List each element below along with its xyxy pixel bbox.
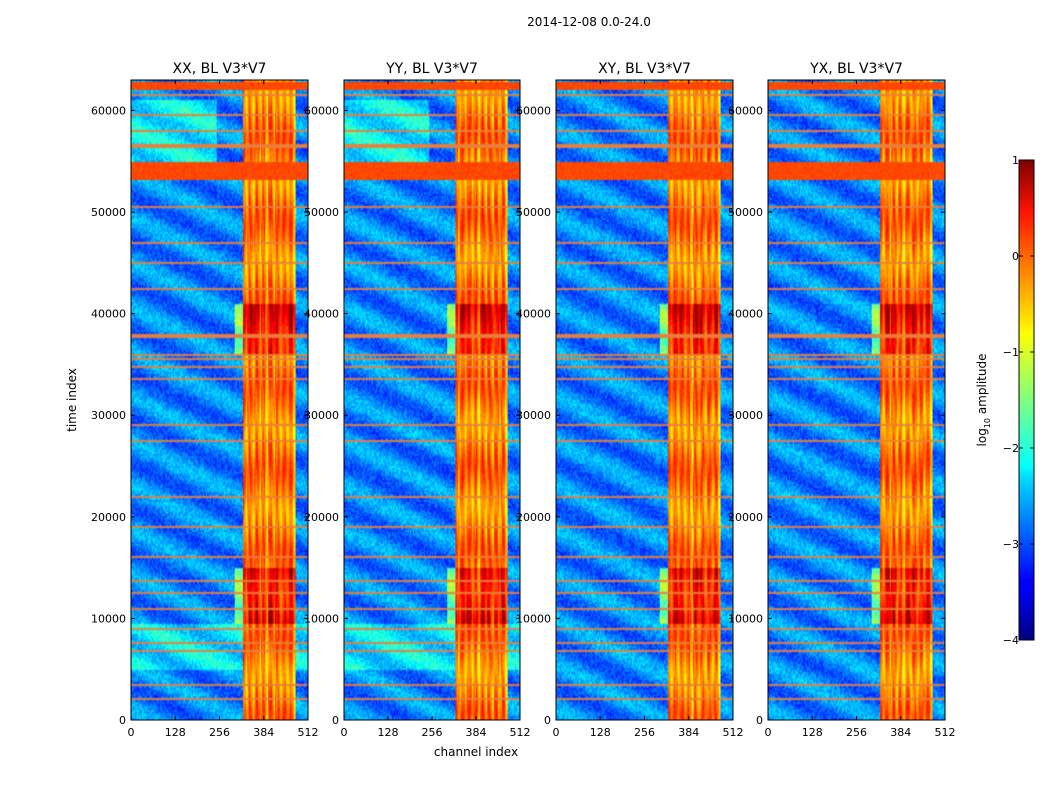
heatmap-yx (768, 80, 945, 720)
x-tick-label-yx: 512 (935, 726, 956, 739)
y-tick-label-yx: 20000 (728, 511, 763, 524)
y-tick-label-xy: 60000 (516, 104, 551, 117)
panel-xx: XX, BL V3*V7 0 128 256 384 512 0 10000 20000 300… (91, 61, 319, 739)
y-tick-label-yy: 60000 (304, 104, 339, 117)
y-tick-label-xx: 60000 (91, 104, 126, 117)
y-tick-label-xy: 50000 (516, 206, 551, 219)
y-tick-label-xx: 40000 (91, 308, 126, 321)
y-tick-label-xy: 20000 (516, 511, 551, 524)
y-tick-label-xx: 0 (119, 714, 126, 727)
y-axis-label: time index (65, 368, 79, 432)
panel-yy: YY, BL V3*V7 0 128 256 384 512 0 10000 20000 300… (304, 61, 531, 739)
colorbar-tick-label: −1 (1003, 346, 1019, 359)
colorbar-gradient (1018, 159, 1035, 641)
x-tick-label-xx: 256 (209, 726, 230, 739)
y-tick-label-xy: 10000 (516, 612, 551, 625)
heatmap-xx (131, 80, 308, 720)
colorbar-tick-label: −3 (1003, 538, 1019, 551)
heatmap-yy (344, 80, 520, 720)
ticks-yx: 0 128 256 384 512 0 10000 20000 30000 40000 50000 6… (728, 80, 956, 739)
x-tick-label-yy: 128 (378, 726, 399, 739)
x-tick-label-xy: 256 (634, 726, 655, 739)
x-tick-label-yx: 256 (846, 726, 867, 739)
y-tick-label-yy: 50000 (304, 206, 339, 219)
x-tick-label-xy: 384 (678, 726, 699, 739)
colorbar-tick-label: 1 (1012, 154, 1019, 167)
y-tick-label-yx: 30000 (728, 409, 763, 422)
figure-suptitle: 2014-12-08 0.0-24.0 (527, 15, 651, 29)
colorbar-tick-label: −4 (1003, 634, 1019, 647)
x-tick-label-xx: 512 (298, 726, 319, 739)
ticks-xy: 0 128 256 384 512 0 10000 20000 30000 40000 50000 6… (516, 80, 744, 739)
y-tick-label-xy: 40000 (516, 308, 551, 321)
y-tick-label-yx: 10000 (728, 612, 763, 625)
panel-title-xy: XY, BL V3*V7 (598, 61, 691, 77)
y-tick-label-xx: 10000 (91, 612, 126, 625)
panel-title-xx: XX, BL V3*V7 (173, 61, 267, 77)
panel-title-yy: YY, BL V3*V7 (385, 61, 478, 77)
y-tick-label-yy: 40000 (304, 308, 339, 321)
colorbar: 1 0 −1 −2 −3 −4 log10 amplitude (975, 154, 1035, 647)
colorbar-label: log10 amplitude (975, 354, 992, 447)
colorbar-tick-label: 0 (1012, 250, 1019, 263)
y-tick-label-xx: 30000 (91, 409, 126, 422)
y-tick-label-xx: 50000 (91, 206, 126, 219)
y-tick-label-yy: 10000 (304, 612, 339, 625)
panel-title-yx: YX, BL V3*V7 (809, 61, 903, 77)
ticks-xx: 0 128 256 384 512 0 10000 20000 30000 40000 50000 6… (91, 80, 319, 739)
x-tick-label-xy: 512 (723, 726, 744, 739)
panel-xy: XY, BL V3*V7 0 128 256 384 512 0 10000 20000 300… (516, 61, 744, 739)
y-tick-label-xy: 30000 (516, 409, 551, 422)
y-tick-label-xx: 20000 (91, 511, 126, 524)
y-tick-label-yy: 30000 (304, 409, 339, 422)
y-tick-label-yx: 40000 (728, 308, 763, 321)
x-tick-label-yx: 128 (802, 726, 823, 739)
colorbar-ticks: 1 0 −1 −2 −3 −4 (1003, 154, 1034, 647)
y-tick-label-yy: 20000 (304, 511, 339, 524)
colorbar-tick-label: −2 (1003, 442, 1019, 455)
y-tick-label-yx: 0 (756, 714, 763, 727)
x-tick-label-yy: 512 (510, 726, 531, 739)
x-tick-label-yx: 384 (890, 726, 911, 739)
x-tick-label-yy: 384 (466, 726, 487, 739)
x-axis-label: channel index (434, 745, 518, 759)
ticks-yy: 0 128 256 384 512 0 10000 20000 30000 40000 50000 6… (304, 80, 531, 739)
x-tick-label-xx: 384 (253, 726, 274, 739)
x-tick-label-xy: 0 (553, 726, 560, 739)
x-tick-label-xy: 128 (590, 726, 611, 739)
heatmap-xy (556, 80, 733, 720)
x-tick-label-yy: 256 (422, 726, 443, 739)
x-tick-label-yy: 0 (341, 726, 348, 739)
y-tick-label-yx: 60000 (728, 104, 763, 117)
x-tick-label-xx: 128 (165, 726, 186, 739)
y-tick-label-yy: 0 (332, 714, 339, 727)
x-tick-label-xx: 0 (128, 726, 135, 739)
y-tick-label-xy: 0 (544, 714, 551, 727)
panel-yx: YX, BL V3*V7 0 128 256 384 512 0 10000 20000 300… (728, 61, 956, 739)
y-tick-label-yx: 50000 (728, 206, 763, 219)
x-tick-label-yx: 0 (765, 726, 772, 739)
